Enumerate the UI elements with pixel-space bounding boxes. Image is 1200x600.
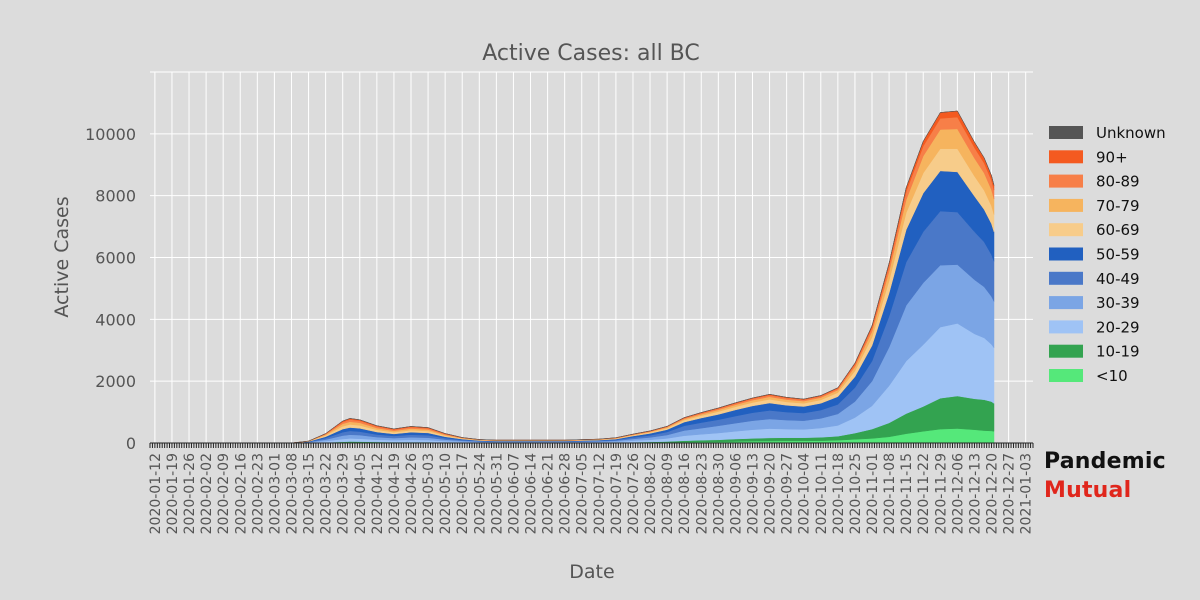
- legend-label: 50-59: [1096, 246, 1140, 264]
- legend-label: 20-29: [1096, 318, 1140, 336]
- axes: 2020-01-12 2020-01-19 2020-01-26 2020-02-02…: [85, 125, 1035, 535]
- legend-label: 70-79: [1096, 197, 1140, 215]
- stacked-areas: [291, 110, 995, 444]
- legend-label: 80-89: [1096, 173, 1140, 191]
- x-tick-label: 2020-12-20: [985, 453, 1001, 534]
- x-tick-label: 2020-01-26: [182, 453, 198, 534]
- x-tick-label: 2020-02-23: [250, 453, 266, 534]
- x-tick-label: 2020-02-09: [216, 453, 232, 534]
- brand-line-mutual: Mutual: [1044, 478, 1132, 503]
- x-tick-label: 2020-05-10: [438, 453, 454, 534]
- x-tick-label: 2020-01-12: [148, 453, 164, 534]
- x-tick-label: 2020-04-19: [387, 453, 403, 534]
- x-tick-label: 2020-05-17: [455, 453, 471, 534]
- x-tick-label: 2020-08-09: [660, 453, 676, 534]
- legend-label: 40-49: [1096, 270, 1140, 288]
- x-tick-label: 2020-02-02: [199, 453, 215, 534]
- x-tick-label: 2021-01-03: [1019, 453, 1035, 534]
- legend-swatch: [1049, 369, 1083, 382]
- x-tick-label: 2020-10-18: [831, 453, 847, 534]
- x-tick-label: 2020-08-23: [694, 453, 710, 534]
- x-tick-label: 2020-11-01: [865, 453, 881, 534]
- x-tick-label: 2020-08-30: [711, 453, 727, 534]
- x-tick-label: 2020-10-25: [848, 453, 864, 534]
- x-tick-label: 2020-06-28: [558, 453, 574, 534]
- x-tick-label: 2020-05-03: [421, 453, 437, 534]
- x-tick-label: 2020-07-05: [575, 453, 591, 534]
- x-tick-label: 2020-09-13: [746, 453, 762, 534]
- x-tick-label: 2020-03-01: [267, 453, 283, 534]
- y-tick-label: 0: [126, 434, 136, 453]
- x-tick-label: 2020-08-02: [643, 453, 659, 534]
- x-tick-label: 2020-04-05: [353, 453, 369, 534]
- x-tick-label: 2020-03-08: [285, 453, 301, 534]
- y-tick-label: 6000: [95, 249, 136, 268]
- x-tick-label: 2020-07-26: [626, 453, 642, 534]
- x-tick-label: 2020-04-26: [404, 453, 420, 534]
- legend-label: <10: [1096, 367, 1128, 385]
- brand-line-pandemic: Pandemic: [1044, 449, 1166, 474]
- x-axis-label: Date: [569, 561, 614, 583]
- legend-swatch: [1049, 320, 1083, 334]
- x-tick-label: 2020-10-11: [814, 453, 830, 534]
- x-tick-label: 2020-12-13: [968, 453, 984, 534]
- x-tick-label: 2020-08-16: [677, 453, 693, 534]
- x-tick-label: 2020-03-15: [302, 453, 318, 534]
- legend-swatch: [1049, 247, 1083, 261]
- y-axis-label: Active Cases: [51, 196, 73, 317]
- legend-label: 30-39: [1096, 294, 1140, 312]
- x-tick-label: 2020-01-19: [165, 453, 181, 534]
- x-tick-label: 2020-03-22: [319, 453, 335, 534]
- legend-swatch: [1049, 198, 1083, 212]
- x-tick-label: 2020-09-20: [763, 453, 779, 534]
- legend-swatch: [1049, 344, 1083, 358]
- legend: Unknown 90+ 80-89 70-79 60-69 50-59 40-49 30-39…: [1049, 124, 1166, 385]
- area-series-Unknown: [291, 110, 995, 444]
- legend-swatch: [1049, 296, 1083, 310]
- x-tick-label: 2020-02-16: [233, 453, 249, 534]
- y-tick-label: 8000: [95, 187, 136, 206]
- x-tick-label: 2020-06-14: [524, 453, 540, 534]
- y-tick-label: 10000: [85, 125, 136, 144]
- legend-swatch: [1049, 126, 1083, 139]
- legend-swatch: [1049, 271, 1083, 285]
- x-tick-label: 2020-05-24: [472, 453, 488, 534]
- x-tick-label: 2020-11-15: [899, 453, 915, 534]
- legend-label: 60-69: [1096, 221, 1140, 239]
- x-tick-label: 2020-12-27: [1002, 453, 1018, 534]
- legend-label: 10-19: [1096, 343, 1140, 361]
- chart-title: Active Cases: all BC: [482, 41, 700, 66]
- legend-swatch: [1049, 174, 1083, 188]
- x-tick-label: 2020-07-12: [592, 453, 608, 534]
- y-tick-label: 2000: [95, 372, 136, 391]
- x-tick-label: 2020-07-19: [609, 453, 625, 534]
- x-tick-label: 2020-11-22: [916, 453, 932, 534]
- x-tick-label: 2020-09-27: [780, 453, 796, 534]
- x-tick-label: 2020-12-06: [950, 453, 966, 534]
- x-tick-label: 2020-10-04: [797, 453, 813, 534]
- legend-label: Unknown: [1096, 124, 1166, 142]
- x-tick-label: 2020-11-29: [933, 453, 949, 534]
- x-tick-label: 2020-04-12: [370, 453, 386, 534]
- x-tick-label: 2020-09-06: [728, 453, 744, 534]
- legend-swatch: [1049, 150, 1083, 164]
- legend-label: 90+: [1096, 148, 1128, 166]
- x-tick-label: 2020-05-31: [489, 453, 505, 534]
- x-tick-label: 2020-06-07: [506, 453, 522, 534]
- x-tick-label: 2020-06-21: [541, 453, 557, 534]
- x-tick-label: 2020-11-08: [882, 453, 898, 534]
- y-tick-label: 4000: [95, 310, 136, 329]
- x-tick-label: 2020-03-29: [336, 453, 352, 534]
- legend-swatch: [1049, 223, 1083, 237]
